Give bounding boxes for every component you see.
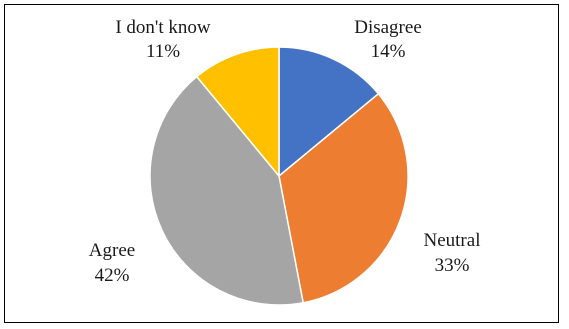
slice-label-neutral: Neutral	[424, 230, 481, 251]
pie-slice-agree	[149, 75, 304, 306]
slice-label-disagree: Disagree	[354, 17, 422, 38]
slice-value-neutral: 33%	[435, 255, 470, 276]
pie-slice-neutral	[278, 93, 409, 304]
pie-slice-disagree	[278, 46, 380, 177]
slice-label-agree: Agree	[89, 240, 135, 261]
slice-value-agree: 42%	[95, 265, 130, 286]
slice-value-disagree: 14%	[371, 41, 406, 62]
slice-label-i-dont-know: I don't know	[115, 17, 211, 38]
pie-slices	[149, 46, 409, 306]
slice-value-i-dont-know: 11%	[146, 41, 180, 62]
pie-slice-i-don-t-know	[196, 46, 280, 177]
